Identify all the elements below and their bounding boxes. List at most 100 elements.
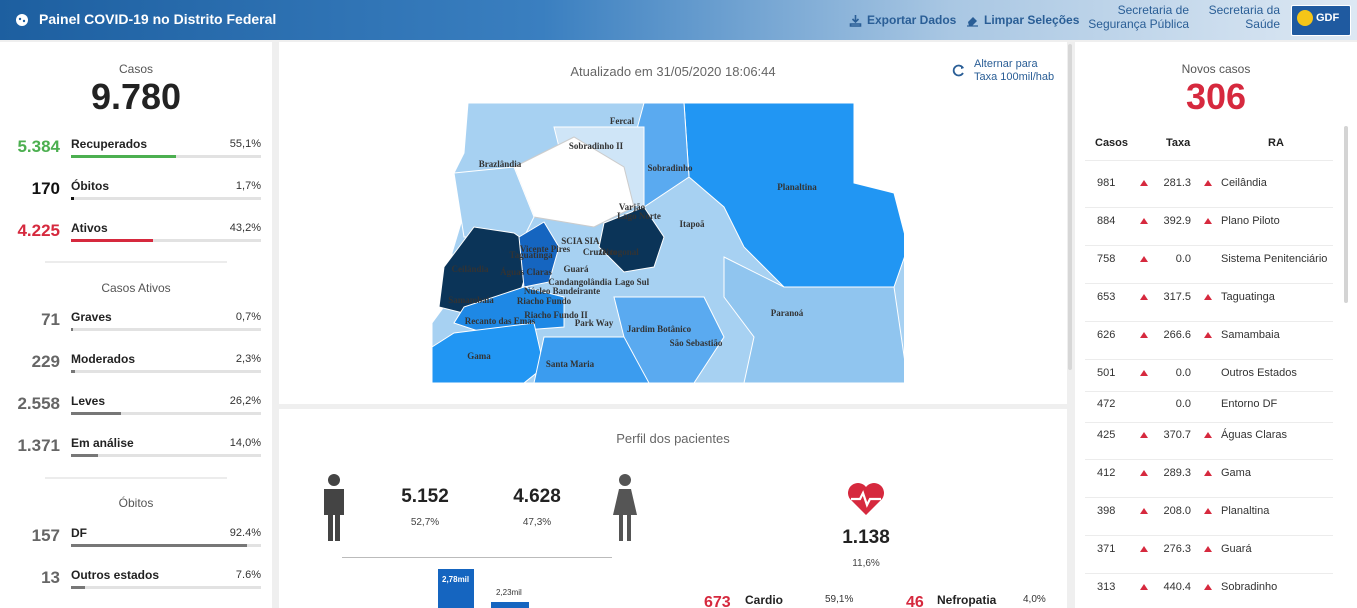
map-label: Núcleo Bandeirante	[524, 286, 600, 296]
nefropatia-pct: 4,0%	[1023, 594, 1046, 605]
column-header-taxa[interactable]: Taxa	[1166, 137, 1191, 149]
cell-taxa: 208.0	[1163, 505, 1191, 517]
row-divider	[1085, 422, 1333, 423]
summary-panel: Casos 9.780 5.384 Recuperados 55,1% 170 Óbit…	[0, 42, 272, 608]
table-row[interactable]: 472 0.0 Entorno DF	[1075, 394, 1345, 416]
table-row[interactable]: 981 281.3 Ceilândia	[1075, 173, 1345, 195]
link-seguranca-publica[interactable]: Secretaria de Segurança Pública	[1088, 3, 1189, 31]
link-line: Saúde	[1245, 17, 1280, 31]
stat-row[interactable]: 4.225 Ativos 43,2%	[0, 221, 272, 251]
age-bar-1[interactable]: 2,78mil	[438, 569, 474, 608]
up-arrow-icon	[1204, 180, 1212, 186]
gdf-logo[interactable]: GDF	[1291, 5, 1351, 36]
stat-row[interactable]: 229 Moderados 2,3%	[0, 352, 272, 382]
stat-row[interactable]: 71 Graves 0,7%	[0, 310, 272, 340]
clear-selections-button[interactable]: Limpar Seleções	[966, 13, 1079, 27]
table-row[interactable]: 501 0.0 Outros Estados	[1075, 363, 1345, 385]
comorbidity-pct: 11,6%	[852, 558, 880, 569]
download-icon	[849, 14, 862, 27]
toggle-line: Alternar para	[974, 58, 1038, 70]
map-label: Vicente Pires	[520, 244, 571, 254]
stat-progress-fill	[71, 197, 74, 200]
stat-row[interactable]: 157 DF 92.4%	[0, 526, 272, 556]
map-label: Brazlândia	[479, 159, 522, 169]
stat-label: DF	[71, 526, 87, 540]
map-region-gama[interactable]	[431, 322, 545, 384]
map-label: Santa Maria	[546, 359, 595, 369]
stat-row[interactable]: 2.558 Leves 26,2%	[0, 394, 272, 424]
table-row[interactable]: 626 266.6 Samambaia	[1075, 325, 1345, 347]
table-row[interactable]: 412 289.3 Gama	[1075, 463, 1345, 485]
cell-ra: Planaltina	[1221, 505, 1270, 517]
stat-progress-bar	[71, 412, 261, 415]
table-row[interactable]: 371 276.3 Guará	[1075, 539, 1345, 561]
stat-percent: 1,7%	[235, 180, 261, 192]
stat-progress-bar	[71, 544, 261, 547]
map-region-plano-piloto[interactable]	[598, 206, 665, 273]
row-divider	[1085, 321, 1333, 322]
map-label: Lago Sul	[615, 277, 650, 287]
up-arrow-icon	[1140, 294, 1148, 300]
female-pct: 47,3%	[522, 517, 552, 528]
stat-progress-bar	[71, 454, 261, 457]
map-scrollbar[interactable]	[1068, 44, 1072, 370]
map-region-jardim-botanico[interactable]	[613, 296, 725, 384]
patient-profile-panel: Perfil dos pacientes 5.152 52,7% 4.628 4…	[279, 409, 1067, 608]
cell-taxa: 276.3	[1163, 543, 1191, 555]
table-row[interactable]: 758 0.0 Sistema Penitenciário	[1075, 249, 1345, 271]
stat-row[interactable]: 1.371 Em análise 14,0%	[0, 436, 272, 466]
divider	[45, 477, 227, 479]
map-label: Octogonal	[599, 247, 639, 257]
table-row[interactable]: 398 208.0 Planaltina	[1075, 501, 1345, 523]
cell-taxa: 289.3	[1163, 467, 1191, 479]
cell-ra: Guará	[1221, 543, 1252, 555]
stat-percent: 26,2%	[229, 395, 261, 407]
stat-value: 2.558	[17, 394, 60, 413]
stat-row[interactable]: 170 Óbitos 1,7%	[0, 179, 272, 209]
row-divider	[1085, 359, 1333, 360]
map-label: Riacho Fundo II	[524, 310, 588, 320]
comorbidity-count: 1.138	[842, 527, 890, 548]
export-data-button[interactable]: Exportar Dados	[849, 13, 956, 27]
row-divider	[1085, 391, 1333, 392]
toggle-rate-button[interactable]: Alternar para Taxa 100mil/hab	[951, 58, 1054, 84]
map-region-taguatinga[interactable]	[518, 221, 560, 288]
map-label: Samambaia	[448, 295, 494, 305]
age-bar-2[interactable]	[491, 602, 529, 608]
stat-progress-fill	[71, 155, 176, 158]
map-region-paranoa[interactable]	[723, 256, 904, 384]
cell-ra: Taguatinga	[1221, 291, 1275, 303]
column-header-ra[interactable]: RA	[1268, 137, 1284, 149]
active-cases-label: Casos Ativos	[101, 281, 171, 295]
map-region-brazlandia[interactable]	[453, 166, 535, 238]
link-line: Segurança Pública	[1088, 17, 1189, 31]
stat-progress-fill	[71, 544, 247, 547]
map-label: Sobradinho II	[569, 141, 624, 151]
map-region-samambaia[interactable]	[453, 286, 565, 334]
table-row[interactable]: 884 392.9 Plano Piloto	[1075, 211, 1345, 233]
cell-ra: Samambaia	[1221, 329, 1280, 341]
stat-row[interactable]: 13 Outros estados 7.6%	[0, 568, 272, 598]
up-arrow-icon	[1204, 470, 1212, 476]
up-arrow-icon	[1140, 470, 1148, 476]
stat-progress-bar	[71, 155, 261, 158]
column-header-casos[interactable]: Casos	[1095, 137, 1129, 149]
table-row[interactable]: 653 317.5 Taguatinga	[1075, 287, 1345, 309]
table-row[interactable]: 313 440.4 Sobradinho	[1075, 577, 1345, 599]
map-label: Águas Claras	[500, 267, 552, 277]
table-row[interactable]: 425 370.7 Águas Claras	[1075, 425, 1345, 447]
stat-row[interactable]: 5.384 Recuperados 55,1%	[0, 137, 272, 167]
female-count: 4.628	[513, 486, 561, 507]
link-secretaria-saude[interactable]: Secretaria da Saúde	[1200, 3, 1280, 31]
divider	[45, 261, 227, 263]
df-choropleth-map[interactable]: Fercal Sobradinho II Brazlândia Sobradin…	[424, 97, 904, 387]
cell-ra: Entorno DF	[1221, 398, 1278, 410]
stat-label: Recuperados	[71, 137, 148, 151]
up-arrow-icon	[1140, 508, 1148, 514]
page-title: Painel COVID-19 no Distrito Federal	[39, 11, 277, 27]
female-icon	[613, 474, 637, 541]
stat-label: Graves	[71, 310, 112, 324]
up-arrow-icon	[1204, 508, 1212, 514]
link-line: Secretaria da	[1208, 3, 1280, 17]
table-scrollbar[interactable]	[1344, 126, 1348, 303]
